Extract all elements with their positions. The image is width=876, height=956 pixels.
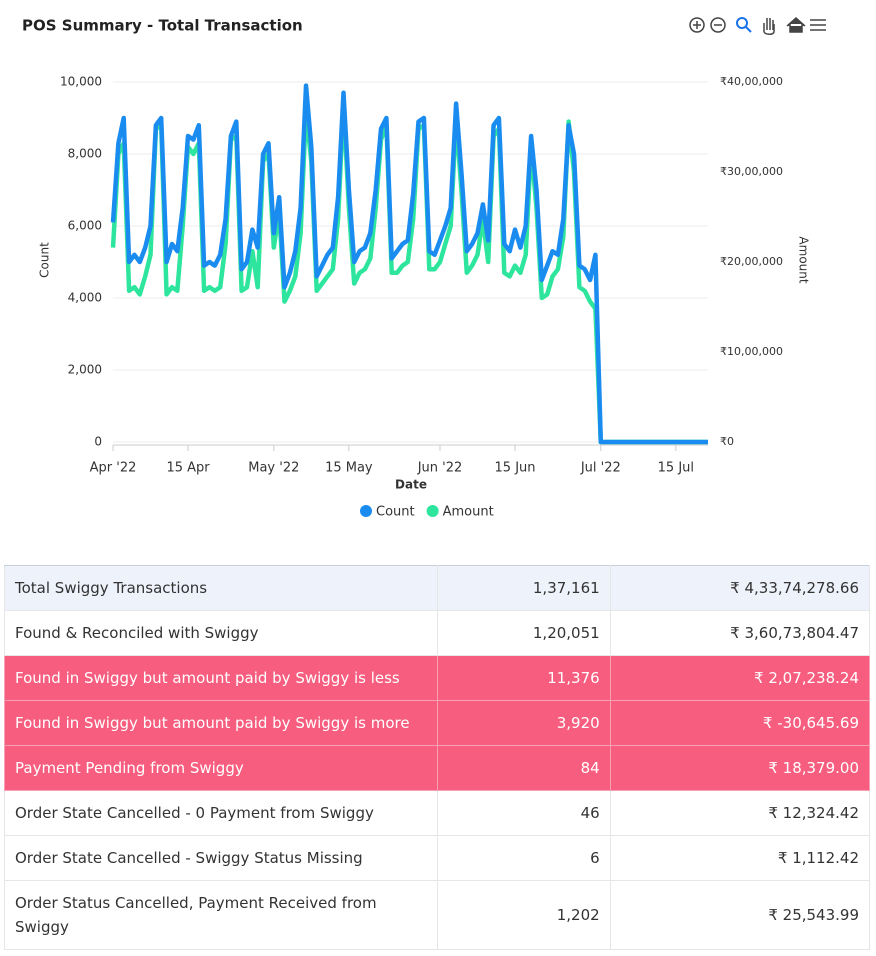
table-cell: ₹ 3,60,73,804.47 [609, 610, 871, 656]
x-tick-label: 15 Apr [166, 461, 210, 476]
y2-tick-label: ₹40,00,000 [720, 75, 783, 88]
table-row: Order Status Cancelled, Payment Received… [4, 880, 871, 950]
menu[interactable] [810, 19, 826, 31]
table-row: Order State Cancelled - Swiggy Status Mi… [4, 835, 871, 881]
table-cell: 1,37,161 [436, 565, 611, 611]
y-tick-label: 4,000 [68, 291, 102, 305]
x-axis-title: Date [395, 478, 427, 492]
table-cell: ₹ 1,112.42 [609, 835, 871, 881]
table-cell: Found & Reconciled with Swiggy [4, 610, 438, 656]
table-row: Order State Cancelled - 0 Payment from S… [4, 790, 871, 836]
legend-marker [360, 505, 372, 517]
x-tick-label: 15 Jul [658, 461, 694, 476]
series-line [110, 83, 708, 445]
y-axis-title: Count [38, 242, 52, 278]
table-row: Payment Pending from Swiggy 84 ₹ 18,379.00 [4, 745, 871, 791]
table-row: Found in Swiggy but amount paid by Swigg… [4, 700, 871, 746]
zoom-in[interactable] [689, 17, 705, 33]
table-cell: Order State Cancelled - Swiggy Status Mi… [4, 835, 438, 881]
table-row: Found in Swiggy but amount paid by Swigg… [4, 655, 871, 701]
table-cell: Found in Swiggy but amount paid by Swigg… [4, 655, 438, 701]
table-cell: 1,202 [436, 880, 611, 950]
table-cell: Total Swiggy Transactions [4, 565, 438, 611]
table-row: Total Swiggy Transactions 1,37,161 ₹ 4,33,… [4, 565, 871, 611]
y2-tick-label: ₹20,00,000 [720, 255, 783, 268]
y-tick-label: 6,000 [68, 219, 102, 233]
pan[interactable] [763, 18, 775, 35]
y-tick-label: 0 [94, 435, 102, 449]
y-tick-label: 10,000 [60, 75, 102, 89]
chart: POS Summary - Total Transaction Count Am… [22, 16, 826, 520]
table-row: Found & Reconciled with Swiggy 1,20,051 ₹ … [4, 610, 871, 656]
y-tick-label: 2,000 [68, 363, 102, 377]
x-tick-label: Apr '22 [90, 461, 137, 476]
x-tick-label: May '22 [248, 461, 299, 476]
table-cell: 46 [436, 790, 611, 836]
chart-title: POS Summary - Total Transaction [22, 17, 303, 35]
y2-tick-label: ₹0 [720, 435, 734, 448]
table-cell: ₹ -30,645.69 [609, 700, 871, 746]
table-cell: 84 [436, 745, 611, 791]
table-cell: 6 [436, 835, 611, 881]
table-cell: Order State Cancelled - 0 Payment from S… [4, 790, 438, 836]
table-cell: 3,920 [436, 700, 611, 746]
y2-axis-title: Amount [797, 236, 811, 283]
x-tick-label: Jul '22 [580, 461, 621, 476]
y-tick-label: 8,000 [68, 147, 102, 161]
table-cell: 1,20,051 [436, 610, 611, 656]
reset[interactable] [786, 16, 806, 33]
table-cell: Found in Swiggy but amount paid by Swigg… [4, 700, 438, 746]
zoom-out[interactable] [710, 17, 726, 33]
legend-marker [426, 505, 439, 517]
y2-tick-label: ₹30,00,000 [720, 165, 783, 178]
y2-tick-label: ₹10,00,000 [720, 345, 783, 358]
toolbar [689, 16, 826, 35]
x-tick-label: 15 May [325, 461, 373, 476]
x-tick-label: Jun '22 [417, 461, 463, 476]
table-cell: ₹ 25,543.99 [609, 880, 871, 950]
table-cell: Order Status Cancelled, Payment Received… [4, 880, 438, 950]
table-cell: ₹ 12,324.42 [609, 790, 871, 836]
table-cell: Payment Pending from Swiggy [4, 745, 438, 791]
legend-label: Count [376, 505, 415, 520]
legend-label: Amount [443, 505, 494, 520]
selection-zoom[interactable] [736, 17, 752, 33]
table-cell: ₹ 18,379.00 [609, 745, 871, 791]
table-cell: 11,376 [436, 655, 611, 701]
summary-table: Total Swiggy Transactions 1,37,161 ₹ 4,33,… [4, 565, 871, 950]
table-cell: ₹ 4,33,74,278.66 [609, 565, 871, 611]
x-tick-label: 15 Jun [495, 461, 536, 476]
table-cell: ₹ 2,07,238.24 [609, 655, 871, 701]
